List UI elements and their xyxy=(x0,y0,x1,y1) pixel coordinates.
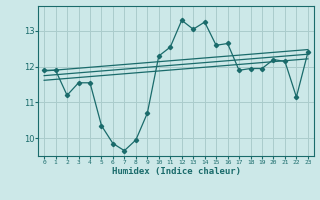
X-axis label: Humidex (Indice chaleur): Humidex (Indice chaleur) xyxy=(111,167,241,176)
